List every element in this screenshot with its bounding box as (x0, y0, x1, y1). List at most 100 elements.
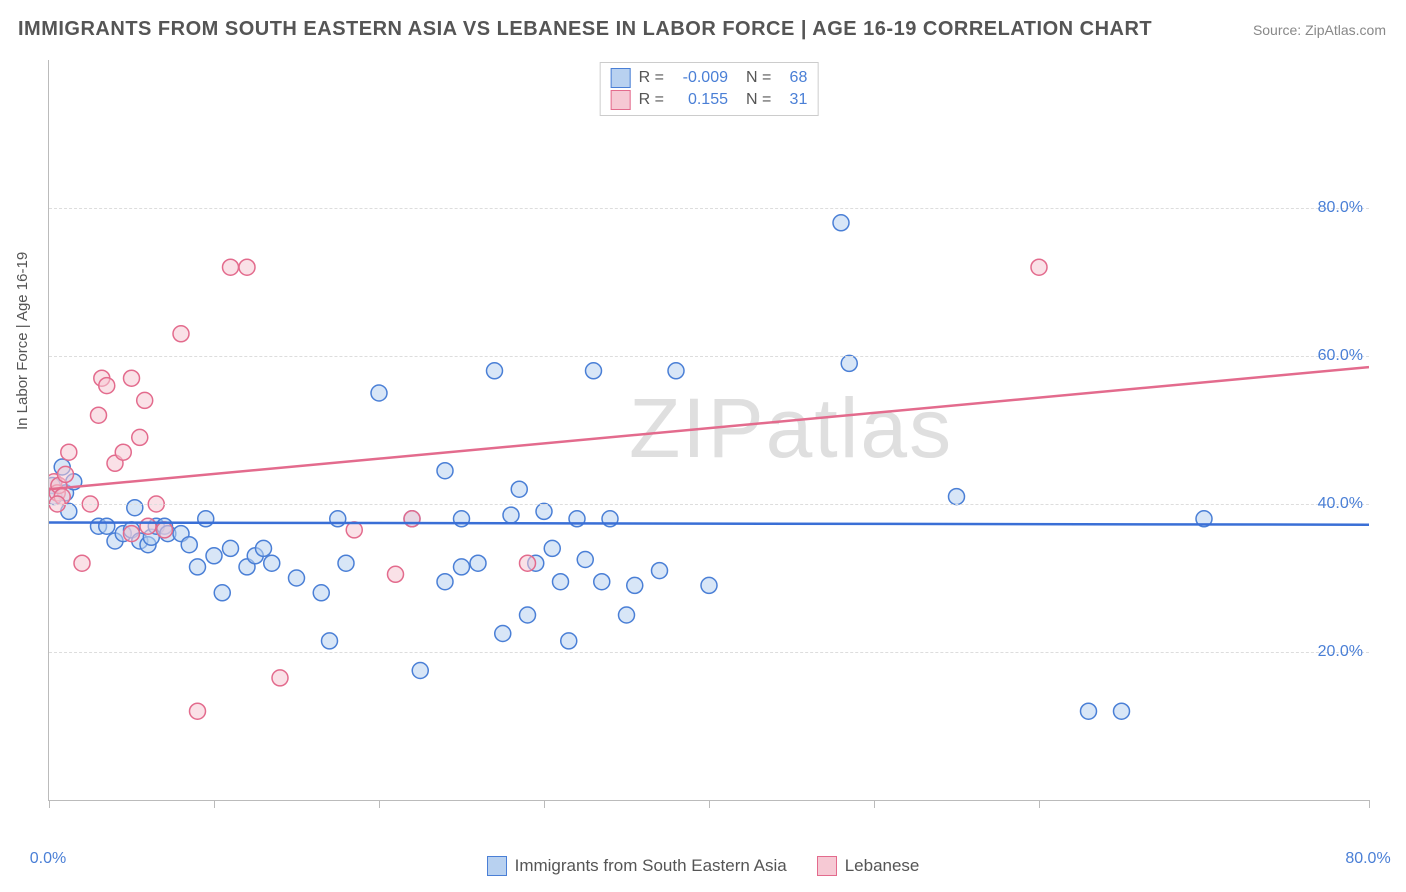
data-point (247, 548, 263, 564)
data-point (256, 540, 272, 556)
data-point (115, 526, 131, 542)
data-point (49, 485, 65, 501)
data-point (190, 703, 206, 719)
data-point (841, 355, 857, 371)
data-point (132, 429, 148, 445)
data-point (454, 511, 470, 527)
data-point (137, 392, 153, 408)
data-point (206, 548, 222, 564)
swatch-series-b (611, 90, 631, 110)
stat-value-r-b: 0.155 (672, 89, 728, 111)
trend-line (49, 367, 1369, 489)
data-point (404, 511, 420, 527)
legend-item-a: Immigrants from South Eastern Asia (487, 856, 787, 876)
data-point (239, 259, 255, 275)
data-point (1196, 511, 1212, 527)
x-tick-label: 0.0% (30, 850, 66, 868)
x-tick (49, 800, 50, 808)
data-point (127, 500, 143, 516)
x-tick (709, 800, 710, 808)
data-point (833, 215, 849, 231)
data-point (49, 489, 62, 505)
data-point (536, 503, 552, 519)
gridline (49, 356, 1369, 357)
data-point (91, 518, 107, 534)
data-point (223, 259, 239, 275)
stat-label-n: N = (746, 89, 771, 111)
data-point (627, 577, 643, 593)
x-tick (214, 800, 215, 808)
data-point (553, 574, 569, 590)
data-point (181, 537, 197, 553)
data-point (51, 478, 67, 494)
data-point (338, 555, 354, 571)
data-point (107, 533, 123, 549)
data-point (264, 555, 280, 571)
data-point (124, 370, 140, 386)
scatter-svg (49, 60, 1369, 800)
swatch-series-a (487, 856, 507, 876)
gridline (49, 208, 1369, 209)
y-tick-label: 80.0% (1318, 199, 1363, 217)
data-point (569, 511, 585, 527)
data-point (388, 566, 404, 582)
stats-legend-box: R = -0.009 N = 68 R = 0.155 N = 31 (600, 62, 819, 116)
trend-line (49, 523, 1369, 525)
data-point (619, 607, 635, 623)
data-point (322, 633, 338, 649)
data-point (99, 518, 115, 534)
data-point (272, 670, 288, 686)
data-point (140, 537, 156, 553)
gridline (49, 652, 1369, 653)
scatter-plot-area: ZIPatlas R = -0.009 N = 68 R = 0.155 N =… (48, 60, 1369, 801)
data-point (157, 518, 173, 534)
data-point (561, 633, 577, 649)
x-tick (1369, 800, 1370, 808)
data-point (132, 533, 148, 549)
data-point (94, 370, 110, 386)
data-point (346, 522, 362, 538)
stats-row-series-b: R = 0.155 N = 31 (611, 89, 808, 111)
data-point (107, 455, 123, 471)
stats-row-series-a: R = -0.009 N = 68 (611, 67, 808, 89)
data-point (404, 511, 420, 527)
data-point (544, 540, 560, 556)
data-point (190, 559, 206, 575)
data-point (157, 522, 173, 538)
x-tick (874, 800, 875, 808)
data-point (58, 466, 74, 482)
data-point (602, 511, 618, 527)
data-point (74, 555, 90, 571)
data-point (503, 507, 519, 523)
data-point (313, 585, 329, 601)
watermark: ZIPatlas (629, 380, 953, 477)
data-point (54, 459, 70, 475)
data-point (66, 474, 82, 490)
data-point (61, 503, 77, 519)
y-tick-label: 20.0% (1318, 643, 1363, 661)
x-tick (1039, 800, 1040, 808)
data-point (701, 577, 717, 593)
data-point (594, 574, 610, 590)
data-point (949, 489, 965, 505)
stat-label-r: R = (639, 67, 664, 89)
data-point (520, 555, 536, 571)
data-point (198, 511, 214, 527)
data-point (143, 529, 159, 545)
swatch-series-a (611, 68, 631, 88)
x-tick-label: 80.0% (1345, 850, 1390, 868)
data-point (528, 555, 544, 571)
data-point (124, 522, 140, 538)
data-point (586, 363, 602, 379)
data-point (437, 574, 453, 590)
data-point (223, 540, 239, 556)
x-tick (379, 800, 380, 808)
data-point (99, 378, 115, 394)
data-point (49, 474, 62, 490)
data-point (412, 663, 428, 679)
data-point (58, 485, 74, 501)
x-tick (544, 800, 545, 808)
source-label: Source: ZipAtlas.com (1253, 22, 1386, 38)
data-point (437, 463, 453, 479)
data-point (289, 570, 305, 586)
